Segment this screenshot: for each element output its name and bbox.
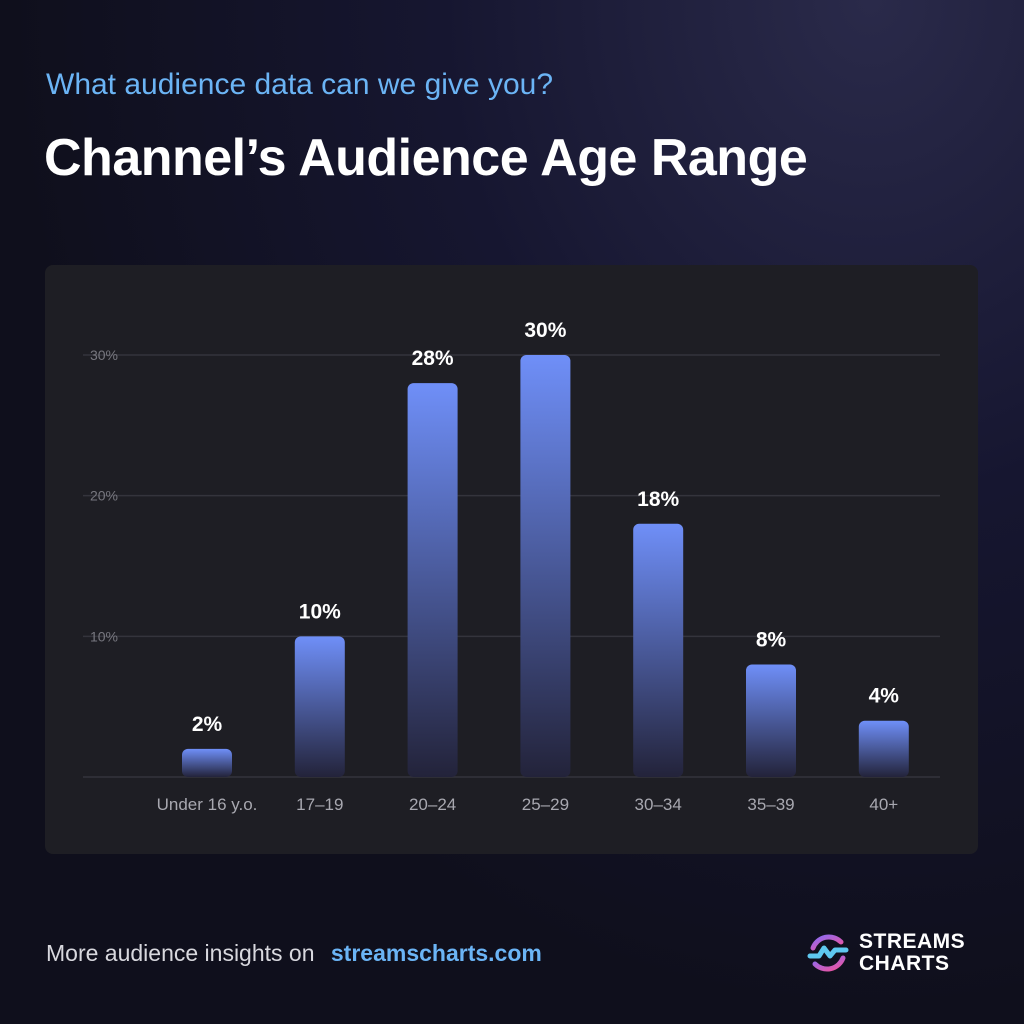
subtitle: What audience data can we give you? — [46, 68, 553, 101]
bar — [294, 636, 345, 777]
x-tick-label: 30–34 — [635, 795, 682, 814]
x-tick-label: Under 16 y.o. — [157, 795, 258, 814]
data-label: 18% — [637, 488, 679, 511]
footer-text: More audience insights on — [46, 940, 315, 966]
y-tick-label: 30% — [90, 347, 118, 363]
logo-line-1: STREAMS — [859, 930, 966, 953]
data-label: 28% — [412, 347, 454, 370]
y-tick-label: 10% — [90, 628, 118, 644]
logo-line-2: CHARTS — [859, 952, 950, 975]
bar — [633, 523, 684, 777]
data-label: 2% — [192, 713, 223, 736]
bar — [182, 748, 232, 777]
page-title: Channel’s Audience Age Range — [44, 129, 808, 187]
data-label: 10% — [299, 600, 341, 623]
bar — [520, 355, 571, 777]
x-tick-label: 40+ — [869, 795, 898, 814]
x-tick-label: 20–24 — [409, 795, 456, 814]
streams-charts-logo: STREAMS CHARTS — [805, 930, 965, 976]
logo-icon — [807, 934, 849, 972]
x-tick-label: 25–29 — [522, 795, 569, 814]
bar — [407, 383, 458, 777]
data-label: 30% — [524, 319, 566, 342]
data-label: 8% — [756, 628, 787, 651]
y-tick-label: 20% — [90, 488, 118, 504]
x-tick-label: 35–39 — [747, 795, 794, 814]
streamscharts-link[interactable]: streamscharts.com — [330, 940, 542, 966]
data-label: 4% — [869, 685, 900, 708]
bar — [858, 720, 909, 777]
footer: More audience insights on streamscharts.… — [46, 940, 542, 967]
bar — [746, 664, 796, 777]
x-tick-label: 17–19 — [296, 795, 343, 814]
